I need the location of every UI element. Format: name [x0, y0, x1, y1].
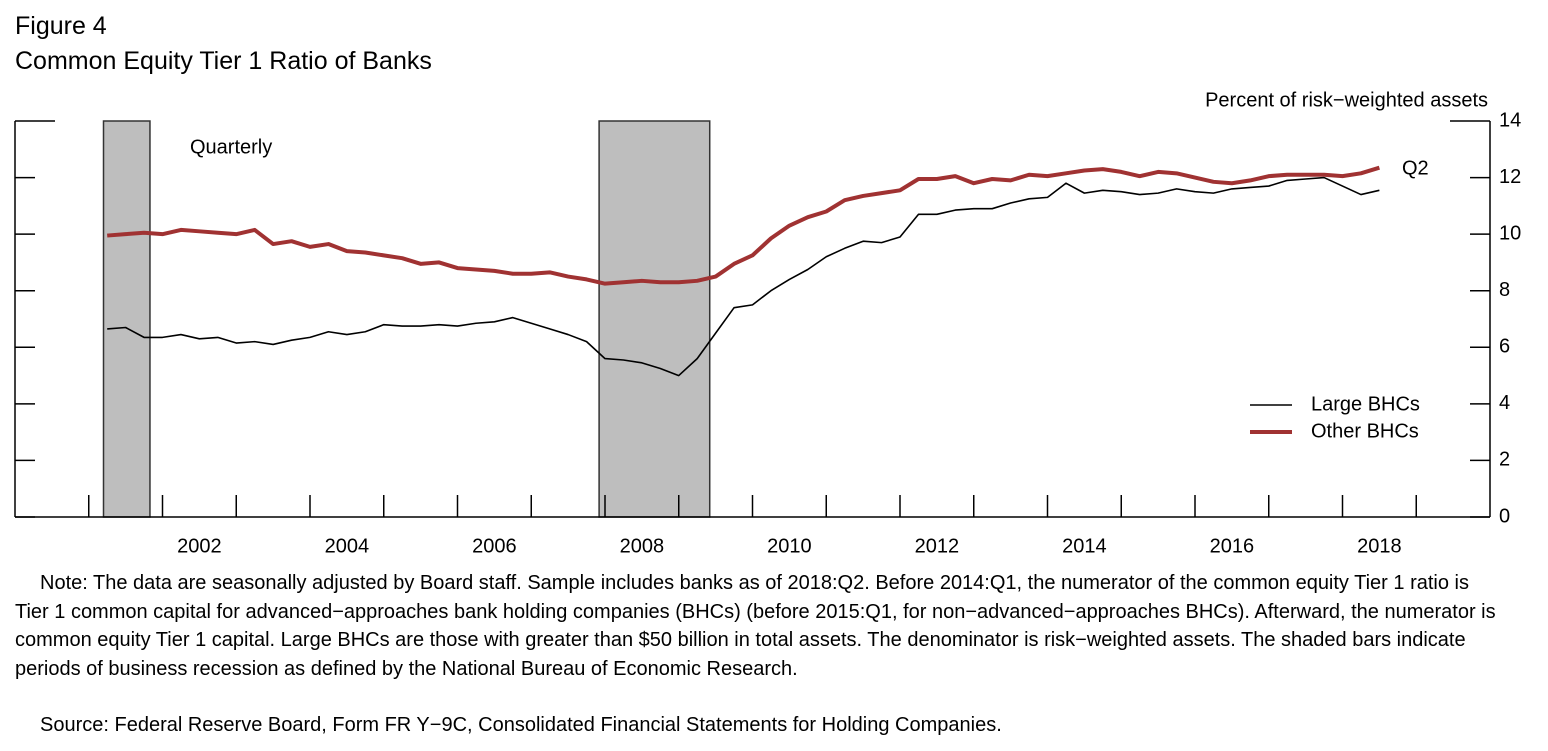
recession-bar	[598, 120, 711, 518]
y-tick-label: 12	[1499, 166, 1521, 188]
x-tick-label: 2010	[767, 535, 812, 557]
figure-label: Figure 4	[15, 12, 107, 40]
y-axis-label: Percent of risk−weighted assets	[1205, 89, 1488, 111]
chart: Percent of risk−weighted assets Quarterl…	[14, 89, 1521, 557]
x-tick-label: 2004	[325, 535, 370, 557]
y-tick-label: 6	[1499, 336, 1510, 358]
x-tick-label: 2008	[620, 535, 665, 557]
y-tick-label: 2	[1499, 449, 1510, 471]
y-tick-label: 0	[1499, 505, 1510, 527]
x-tick-label: 2014	[1062, 535, 1107, 557]
series-line	[107, 165, 1380, 286]
x-tick-label: 2018	[1357, 535, 1402, 557]
x-tick-label: 2002	[177, 535, 222, 557]
legend-label: Large BHCs	[1311, 393, 1420, 415]
y-tick-label: 4	[1499, 392, 1510, 414]
x-tick-label: 2012	[915, 535, 960, 557]
y-tick-label: 8	[1499, 279, 1510, 301]
recession-bar	[102, 120, 151, 518]
y-tick-label: 14	[1499, 109, 1521, 131]
note: Note: The data are seasonally adjusted b…	[15, 572, 1496, 680]
annotation: Q2	[1402, 157, 1429, 179]
x-tick-label: 2006	[472, 535, 517, 557]
x-tick-label: 2016	[1210, 535, 1255, 557]
chart-title: Common Equity Tier 1 Ratio of Banks	[15, 47, 432, 75]
source: Source: Federal Reserve Board, Form FR Y…	[40, 714, 1002, 736]
annotation: Quarterly	[190, 136, 272, 158]
legend-label: Other BHCs	[1311, 420, 1419, 442]
series-line	[107, 176, 1380, 377]
y-tick-label: 10	[1499, 222, 1521, 244]
